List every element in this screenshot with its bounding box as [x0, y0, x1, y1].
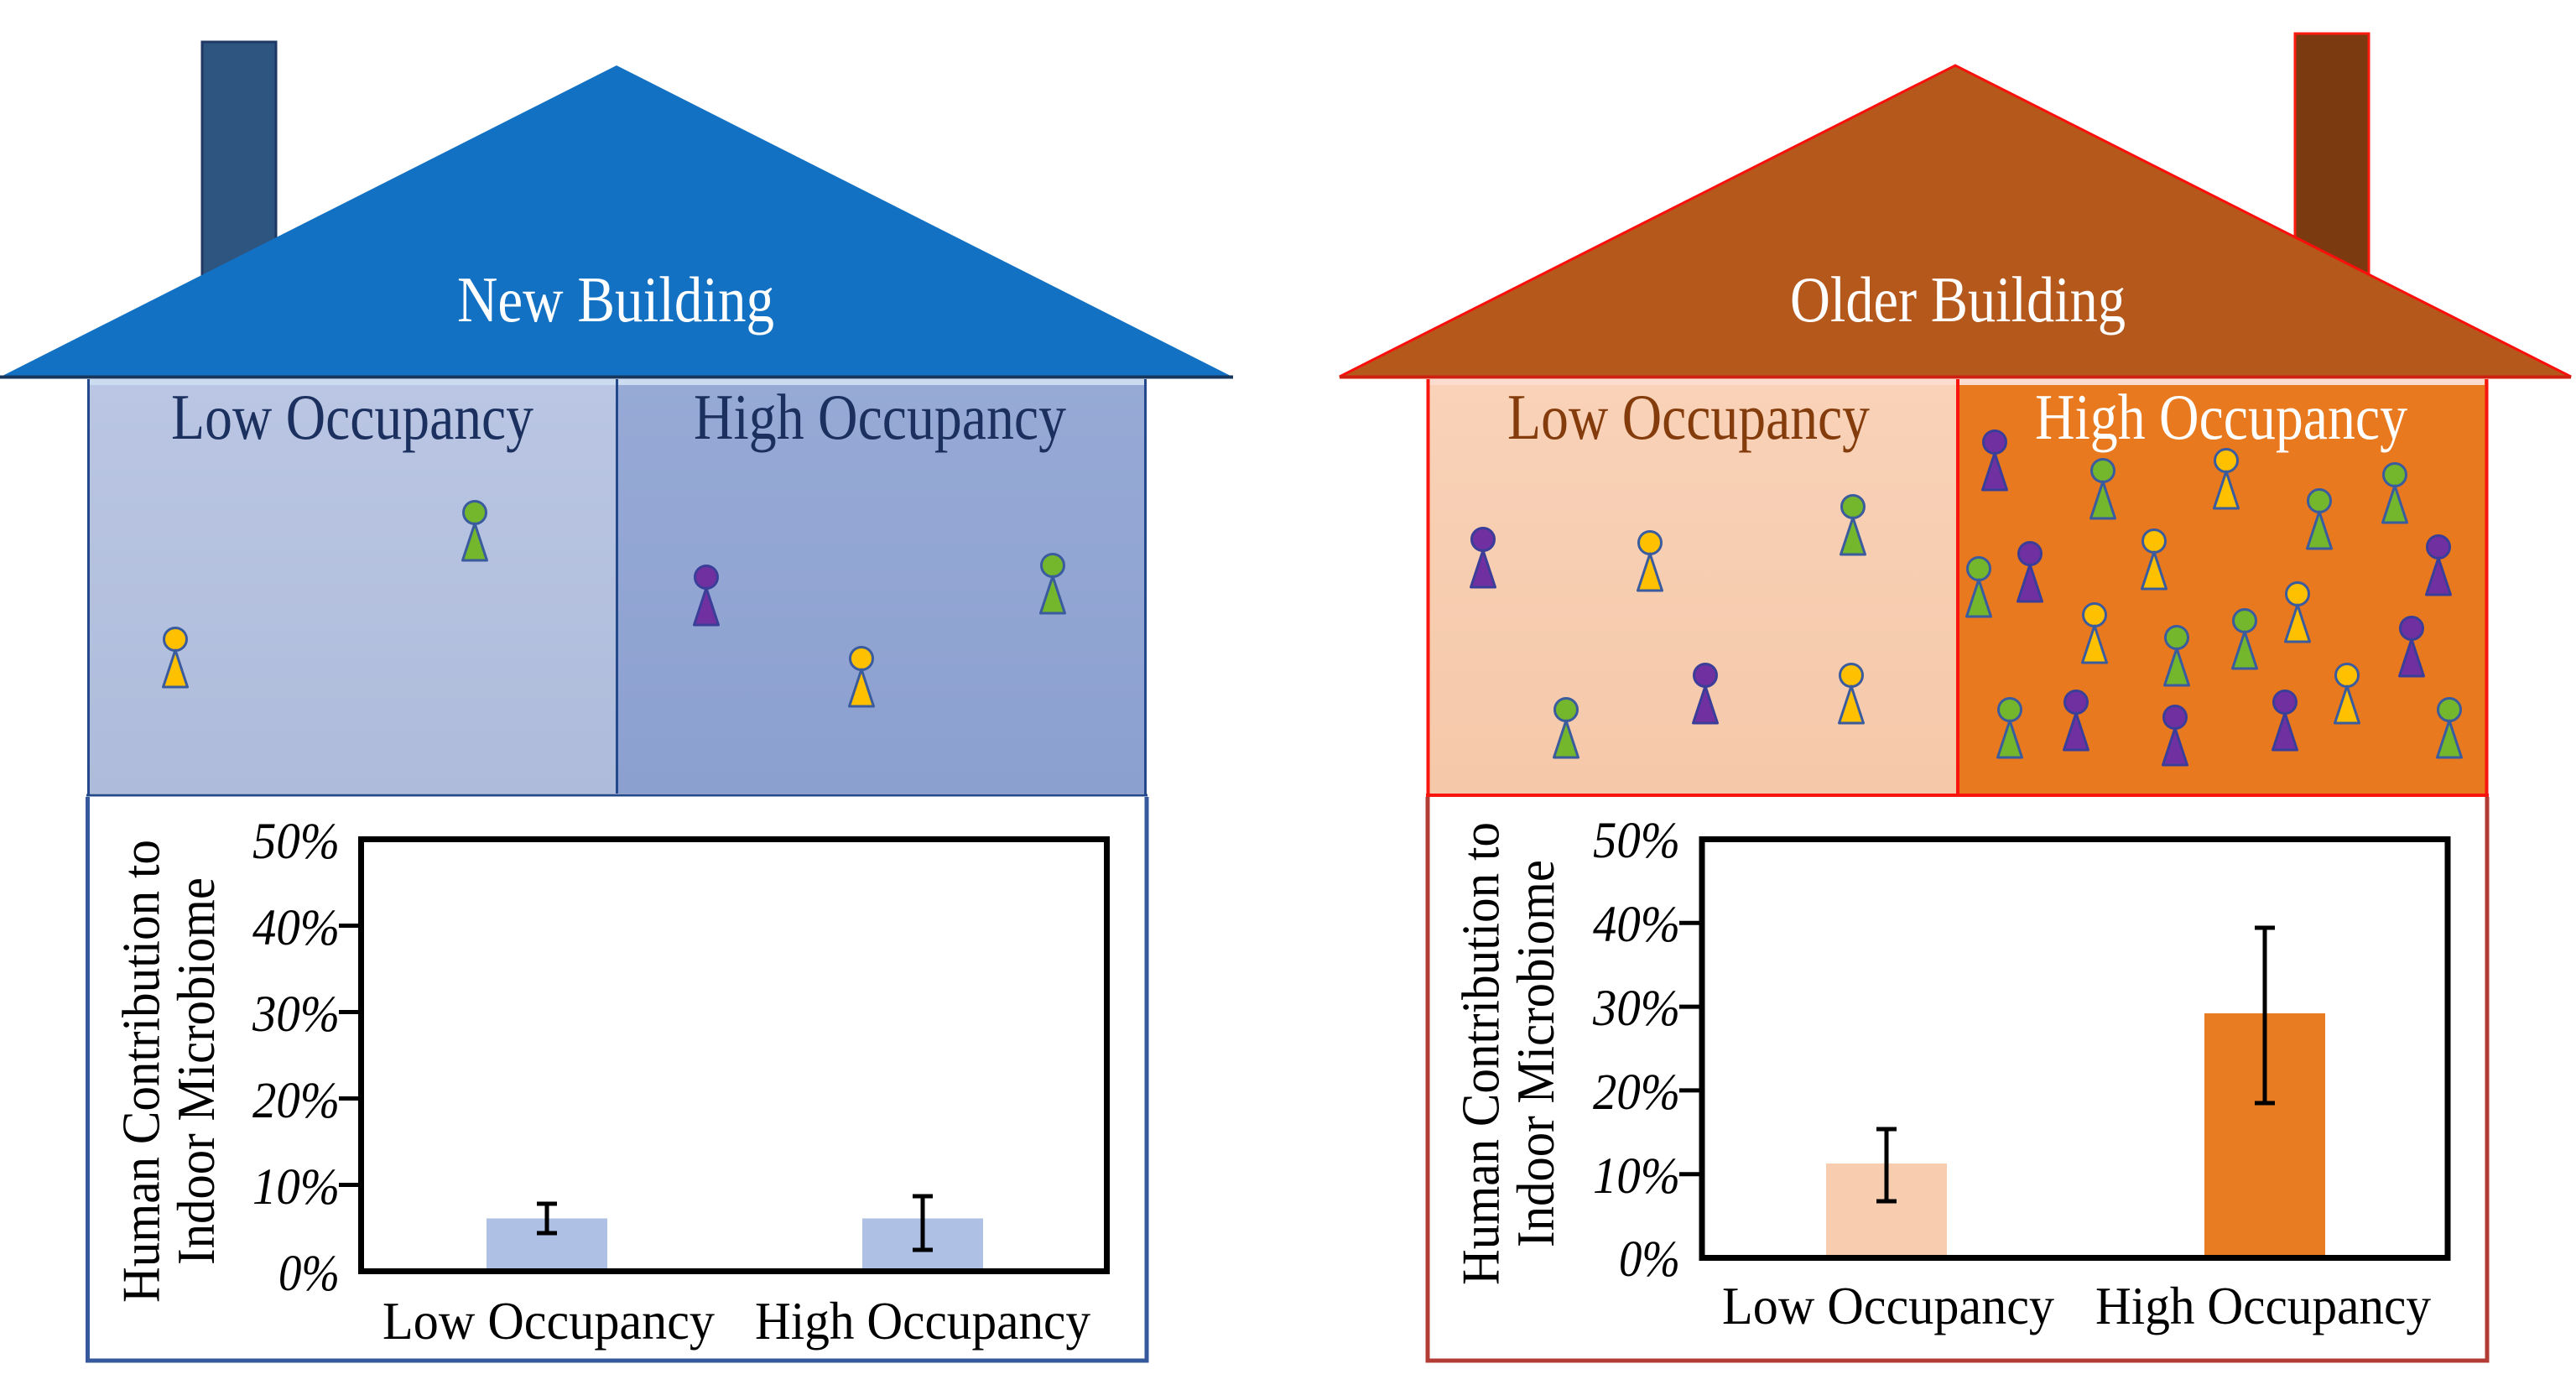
- svg-text:10%: 10%: [1593, 1148, 1680, 1205]
- svg-text:Low Occupancy: Low Occupancy: [1507, 381, 1870, 453]
- svg-text:30%: 30%: [252, 986, 340, 1043]
- svg-text:Human Contribution to: Human Contribution to: [1452, 822, 1511, 1285]
- svg-text:50%: 50%: [1593, 813, 1680, 869]
- svg-text:Low Occupancy: Low Occupancy: [1722, 1277, 2054, 1335]
- svg-text:0%: 0%: [1619, 1231, 1680, 1288]
- svg-text:High Occupancy: High Occupancy: [2095, 1277, 2431, 1335]
- svg-text:High Occupancy: High Occupancy: [2035, 381, 2407, 453]
- svg-text:High Occupancy: High Occupancy: [694, 381, 1066, 453]
- svg-text:10%: 10%: [252, 1159, 340, 1215]
- svg-text:New Building: New Building: [457, 263, 774, 336]
- svg-text:0%: 0%: [278, 1246, 340, 1302]
- svg-text:20%: 20%: [1593, 1064, 1680, 1121]
- svg-text:Human Contribution to: Human Contribution to: [112, 840, 171, 1303]
- svg-text:20%: 20%: [252, 1073, 340, 1129]
- svg-text:50%: 50%: [252, 814, 340, 870]
- svg-text:Older Building: Older Building: [1790, 263, 2126, 336]
- svg-text:High Occupancy: High Occupancy: [755, 1292, 1090, 1351]
- svg-text:40%: 40%: [1593, 897, 1680, 953]
- svg-text:30%: 30%: [1592, 981, 1680, 1037]
- svg-text:Indoor Microbiome: Indoor Microbiome: [167, 877, 226, 1265]
- svg-text:Low Occupancy: Low Occupancy: [382, 1292, 715, 1351]
- svg-text:Low Occupancy: Low Occupancy: [171, 381, 533, 453]
- svg-text:40%: 40%: [252, 900, 340, 956]
- svg-text:Indoor Microbiome: Indoor Microbiome: [1507, 860, 1565, 1247]
